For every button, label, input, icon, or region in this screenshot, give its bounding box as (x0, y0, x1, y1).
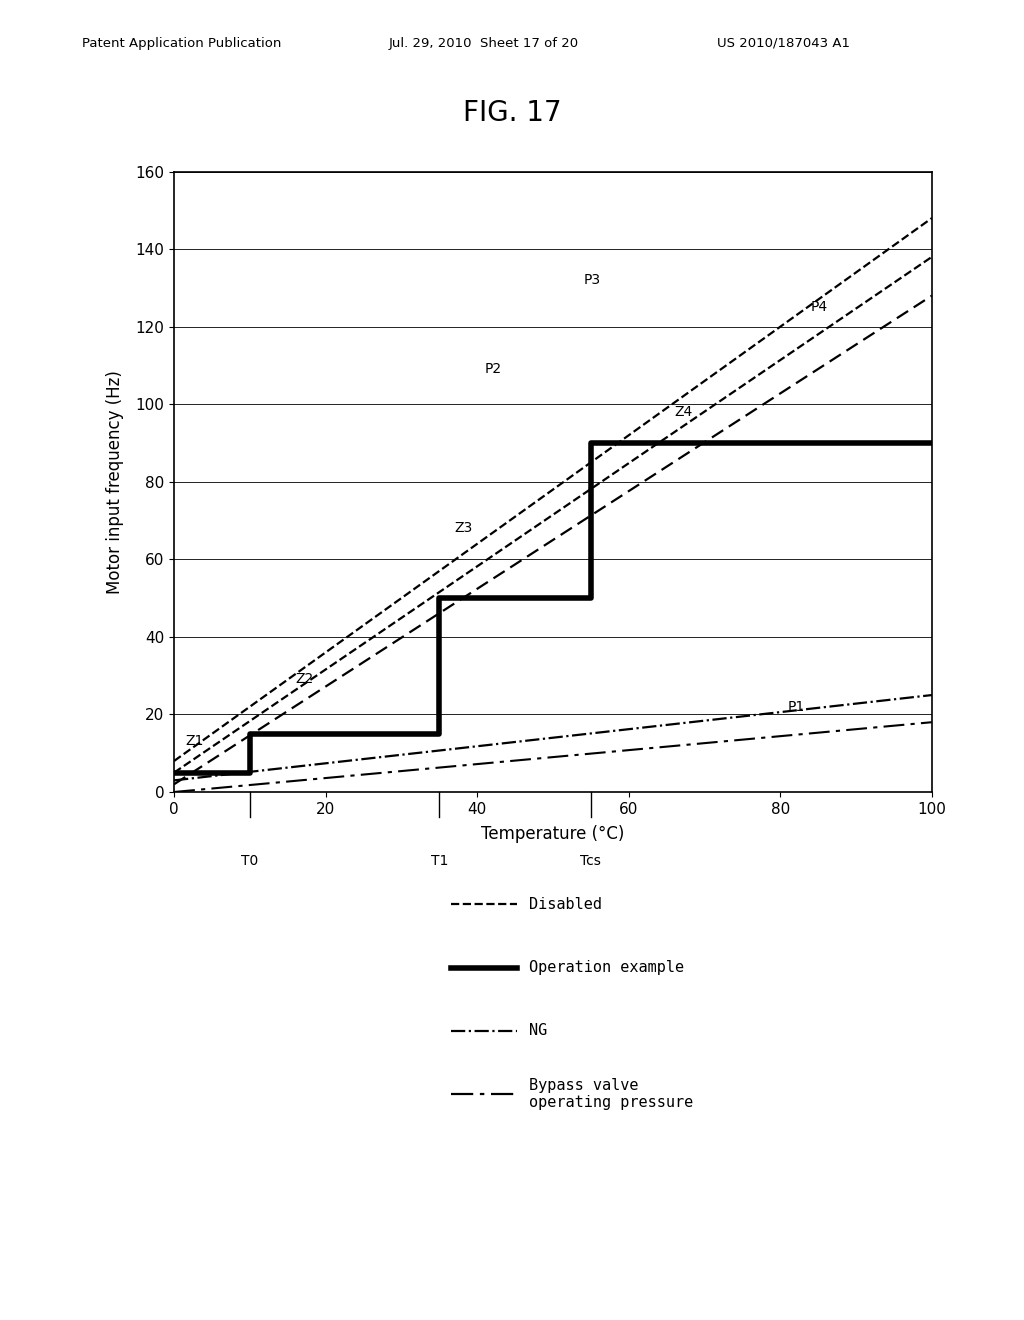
Text: Z4: Z4 (674, 405, 692, 418)
X-axis label: Temperature (°C): Temperature (°C) (481, 825, 625, 843)
Text: Operation example: Operation example (529, 960, 684, 975)
Text: Z3: Z3 (455, 521, 473, 535)
Text: Tcs: Tcs (581, 854, 601, 869)
Text: Disabled: Disabled (529, 896, 602, 912)
Text: NG: NG (529, 1023, 548, 1039)
Text: T0: T0 (242, 854, 258, 869)
Text: P4: P4 (811, 300, 827, 314)
Text: Z1: Z1 (185, 734, 204, 748)
Text: US 2010/187043 A1: US 2010/187043 A1 (717, 37, 850, 50)
Text: P2: P2 (484, 362, 502, 376)
Text: T1: T1 (431, 854, 447, 869)
Text: Bypass valve
operating pressure: Bypass valve operating pressure (529, 1078, 693, 1110)
Text: P3: P3 (584, 273, 600, 286)
Text: P1: P1 (787, 700, 805, 714)
Text: Patent Application Publication: Patent Application Publication (82, 37, 282, 50)
Y-axis label: Motor input frequency (Hz): Motor input frequency (Hz) (106, 370, 124, 594)
Text: Jul. 29, 2010  Sheet 17 of 20: Jul. 29, 2010 Sheet 17 of 20 (389, 37, 580, 50)
Text: FIG. 17: FIG. 17 (463, 99, 561, 127)
Text: Z2: Z2 (295, 672, 313, 686)
